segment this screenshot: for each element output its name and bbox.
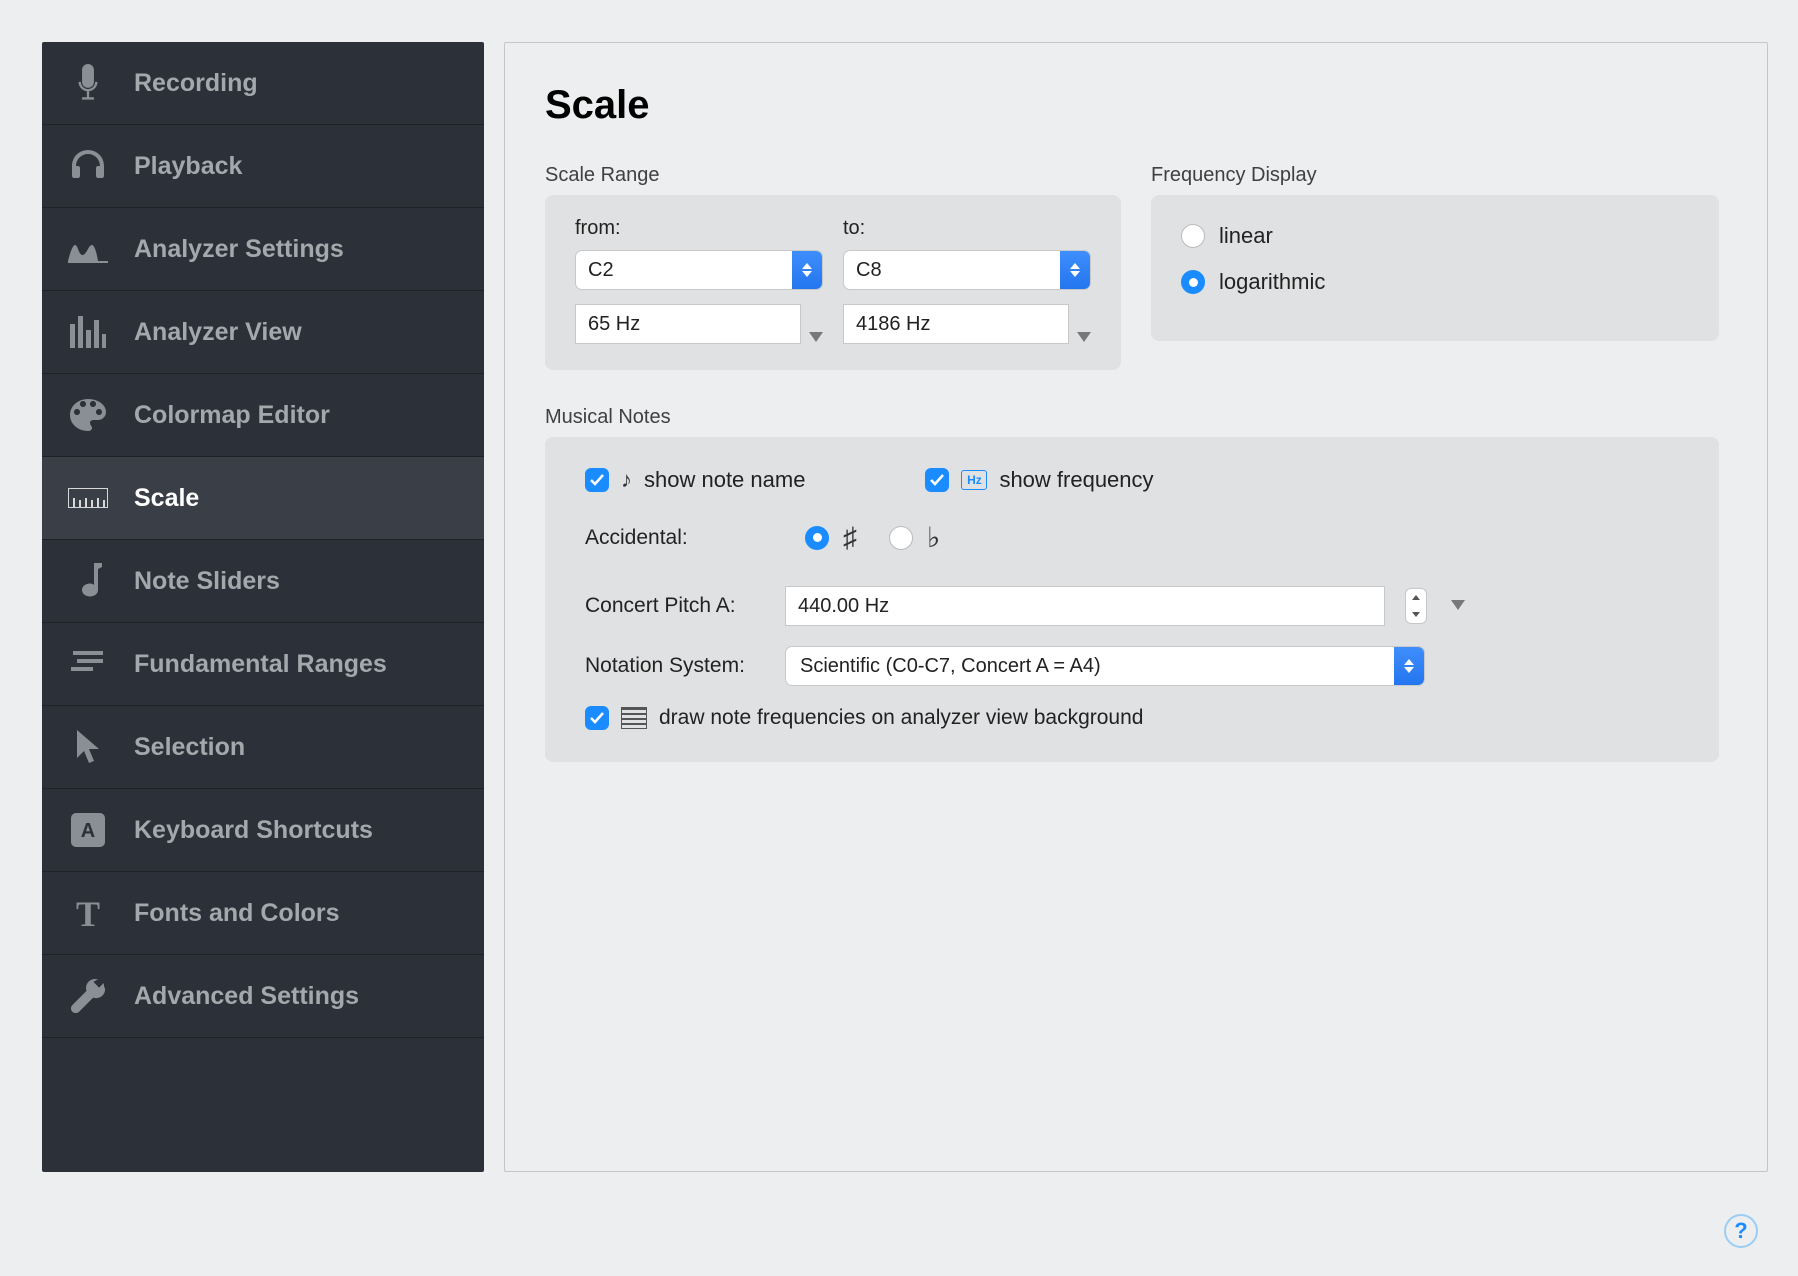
checkbox-show-frequency[interactable]: [925, 468, 949, 492]
radio-label: linear: [1219, 223, 1273, 249]
checkbox-draw-bg[interactable]: [585, 706, 609, 730]
sidebar-item-label: Fonts and Colors: [134, 899, 340, 928]
cursor-icon: [66, 725, 110, 769]
palette-icon: [66, 393, 110, 437]
scale-range-label: Scale Range: [545, 164, 1121, 187]
hz-badge-icon: Hz: [961, 470, 987, 490]
microphone-icon: [66, 61, 110, 105]
select-arrows-icon: [1060, 251, 1090, 289]
frequency-display-label: Frequency Display: [1151, 164, 1719, 187]
sidebar-item-label: Fundamental Ranges: [134, 650, 387, 679]
radio-logarithmic[interactable]: [1181, 270, 1205, 294]
sidebar-item-recording[interactable]: Recording: [42, 42, 484, 125]
from-note-select[interactable]: C2: [575, 250, 823, 290]
sidebar-item-label: Playback: [134, 152, 242, 181]
to-hz-input[interactable]: 4186 Hz: [843, 304, 1069, 344]
content-panel: Scale Scale Range from: C2 65 Hz: [504, 42, 1768, 1172]
radio-linear[interactable]: [1181, 224, 1205, 248]
draw-bg-row[interactable]: draw note frequencies on analyzer view b…: [585, 706, 1679, 730]
lines-icon: [66, 642, 110, 686]
sidebar-item-label: Note Sliders: [134, 567, 280, 596]
svg-text:T: T: [76, 896, 100, 930]
from-note-value: C2: [576, 259, 792, 282]
sidebar-item-label: Analyzer Settings: [134, 235, 344, 264]
concert-pitch-input[interactable]: 440.00 Hz: [785, 586, 1385, 626]
to-note-value: C8: [844, 259, 1060, 282]
sidebar-item-analyzer-settings[interactable]: Analyzer Settings: [42, 208, 484, 291]
concert-pitch-stepper[interactable]: [1405, 588, 1427, 624]
sidebar-item-fundamental-ranges[interactable]: Fundamental Ranges: [42, 623, 484, 706]
select-arrows-icon: [792, 251, 822, 289]
headphones-icon: [66, 144, 110, 188]
flat-icon: ♭: [927, 521, 940, 554]
help-label: ?: [1734, 1218, 1747, 1244]
concert-pitch-label: Concert Pitch A:: [585, 594, 765, 618]
to-label: to:: [843, 217, 1091, 240]
radio-flat[interactable]: [889, 526, 913, 550]
notation-system-value: Scientific (C0-C7, Concert A = A4): [786, 655, 1394, 678]
sidebar-item-label: Keyboard Shortcuts: [134, 816, 373, 845]
sidebar-item-label: Recording: [134, 69, 258, 98]
sidebar-item-analyzer-view[interactable]: Analyzer View: [42, 291, 484, 374]
freq-logarithmic-row[interactable]: logarithmic: [1181, 269, 1689, 295]
sidebar-item-fonts-colors[interactable]: T Fonts and Colors: [42, 872, 484, 955]
wave-icon: [66, 227, 110, 271]
radio-sharp[interactable]: [805, 526, 829, 550]
help-button[interactable]: ?: [1724, 1214, 1758, 1248]
checkbox-show-note-name[interactable]: [585, 468, 609, 492]
sidebar-item-note-sliders[interactable]: Note Sliders: [42, 540, 484, 623]
sidebar-item-label: Colormap Editor: [134, 401, 330, 430]
musical-notes-fieldset: ♪ show note name Hz show frequency Accid…: [545, 437, 1719, 762]
wrench-icon: [66, 974, 110, 1018]
sidebar-item-label: Selection: [134, 733, 245, 762]
font-t-icon: T: [66, 891, 110, 935]
note-icon: [66, 559, 110, 603]
checkbox-label: draw note frequencies on analyzer view b…: [659, 706, 1143, 730]
bars-icon: [66, 310, 110, 354]
sidebar-item-label: Analyzer View: [134, 318, 302, 347]
dropdown-triangle-icon[interactable]: [809, 332, 823, 342]
notation-system-select[interactable]: Scientific (C0-C7, Concert A = A4): [785, 646, 1425, 686]
dropdown-triangle-icon[interactable]: [1077, 332, 1091, 342]
staff-lines-icon: [621, 707, 647, 729]
from-hz-input[interactable]: 65 Hz: [575, 304, 801, 344]
to-note-select[interactable]: C8: [843, 250, 1091, 290]
select-arrows-icon: [1394, 647, 1424, 685]
eighth-note-icon: ♪: [621, 467, 632, 493]
sidebar-item-label: Scale: [134, 484, 199, 513]
checkbox-label: show frequency: [999, 467, 1153, 493]
sharp-icon: ♯: [843, 522, 857, 554]
radio-label: logarithmic: [1219, 269, 1325, 295]
freq-linear-row[interactable]: linear: [1181, 223, 1689, 249]
sidebar-item-selection[interactable]: Selection: [42, 706, 484, 789]
show-frequency-row[interactable]: Hz show frequency: [925, 467, 1153, 493]
musical-notes-label: Musical Notes: [545, 406, 1727, 429]
accidental-label: Accidental:: [585, 526, 745, 550]
checkbox-label: show note name: [644, 467, 805, 493]
sidebar-item-advanced-settings[interactable]: Advanced Settings: [42, 955, 484, 1038]
svg-text:A: A: [81, 820, 95, 842]
sidebar-item-scale[interactable]: Scale: [42, 457, 484, 540]
scale-range-fieldset: from: C2 65 Hz to:: [545, 195, 1121, 370]
sidebar: Recording Playback Analyzer Settings Ana…: [42, 42, 484, 1172]
sidebar-item-keyboard-shortcuts[interactable]: A Keyboard Shortcuts: [42, 789, 484, 872]
key-a-icon: A: [66, 808, 110, 852]
sidebar-item-label: Advanced Settings: [134, 982, 359, 1011]
from-label: from:: [575, 217, 823, 240]
notation-system-label: Notation System:: [585, 654, 765, 678]
frequency-display-fieldset: linear logarithmic: [1151, 195, 1719, 341]
sidebar-item-colormap-editor[interactable]: Colormap Editor: [42, 374, 484, 457]
show-note-name-row[interactable]: ♪ show note name: [585, 467, 805, 493]
ruler-icon: [66, 476, 110, 520]
dropdown-triangle-icon[interactable]: [1451, 600, 1465, 610]
page-title: Scale: [545, 83, 1727, 128]
sidebar-item-playback[interactable]: Playback: [42, 125, 484, 208]
